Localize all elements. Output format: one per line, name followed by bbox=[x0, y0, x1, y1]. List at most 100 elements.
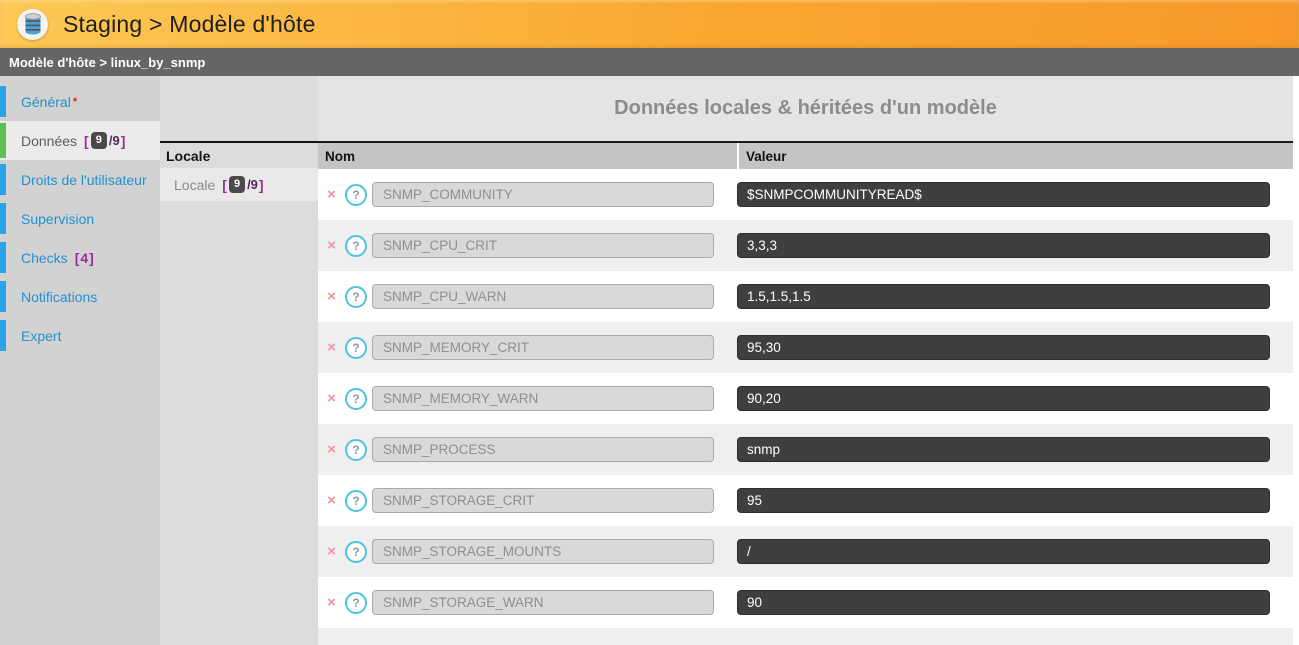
delete-icon[interactable]: × bbox=[327, 543, 336, 560]
delete-icon[interactable]: × bbox=[327, 390, 336, 407]
page-body: Général * Données [ 9 /9 ] Droits de l'ut… bbox=[0, 76, 1299, 645]
tab-accent-bar bbox=[0, 242, 6, 273]
count-group: [ 4 ] bbox=[75, 250, 94, 266]
macro-name-input[interactable] bbox=[372, 284, 714, 309]
help-icon[interactable]: ? bbox=[345, 387, 367, 410]
count-badge: 9 bbox=[228, 176, 246, 193]
sidebar-item-expert[interactable]: Expert bbox=[0, 316, 160, 355]
breadcrumb-text: Modèle d'hôte > linux_by_snmp bbox=[9, 54, 206, 70]
database-icon[interactable] bbox=[17, 8, 48, 40]
bracket-open: [ bbox=[222, 176, 227, 193]
page-title: Staging > Modèle d'hôte bbox=[63, 10, 316, 37]
macro-row: × ? bbox=[318, 475, 1293, 526]
macro-row: × ? bbox=[318, 169, 1293, 220]
bracket-close: ] bbox=[120, 132, 126, 149]
help-icon[interactable]: ? bbox=[345, 234, 367, 257]
app-header: Staging > Modèle d'hôte bbox=[0, 0, 1299, 48]
help-icon[interactable]: ? bbox=[345, 285, 367, 308]
locale-column-header: Locale bbox=[160, 141, 318, 168]
macro-value-input[interactable] bbox=[737, 284, 1270, 309]
sidebar-item-droits[interactable]: Droits de l'utilisateur bbox=[0, 160, 160, 199]
required-marker: * bbox=[72, 95, 78, 108]
sidebar: Général * Données [ 9 /9 ] Droits de l'ut… bbox=[0, 76, 160, 645]
macro-value-input[interactable] bbox=[737, 335, 1270, 360]
sidebar-item-label: Supervision bbox=[21, 210, 95, 227]
macro-name-input[interactable] bbox=[372, 539, 714, 564]
macro-row: × ? bbox=[318, 373, 1293, 424]
sidebar-item-label: Notifications bbox=[21, 288, 98, 305]
sidebar-item-general[interactable]: Général * bbox=[0, 82, 160, 121]
locale-panel: Locale Locale [ 9 /9 ] bbox=[160, 76, 318, 645]
bracket-close: ] bbox=[89, 249, 94, 266]
tab-accent-bar bbox=[0, 203, 6, 234]
help-icon[interactable]: ? bbox=[345, 183, 367, 206]
count-badge: 9 bbox=[90, 132, 107, 149]
help-icon[interactable]: ? bbox=[345, 336, 367, 359]
delete-icon[interactable]: × bbox=[327, 186, 336, 203]
count-total: /9 bbox=[108, 133, 120, 148]
macro-name-input[interactable] bbox=[372, 386, 714, 411]
delete-icon[interactable]: × bbox=[327, 288, 336, 305]
tab-accent-bar bbox=[0, 320, 6, 351]
help-icon[interactable]: ? bbox=[345, 540, 367, 563]
macro-row: × ? bbox=[318, 271, 1293, 322]
sidebar-item-checks[interactable]: Checks [ 4 ] bbox=[0, 238, 160, 277]
table-footer-band bbox=[318, 628, 1293, 645]
macro-row: × ? bbox=[318, 424, 1293, 475]
help-icon[interactable]: ? bbox=[345, 438, 367, 461]
macro-value-input[interactable] bbox=[737, 233, 1270, 258]
sidebar-item-label: Expert bbox=[21, 327, 62, 344]
bracket-open: [ bbox=[74, 249, 80, 266]
checks-count: 4 bbox=[80, 249, 89, 266]
count-total: /9 bbox=[247, 177, 258, 192]
column-header-nom: Nom bbox=[325, 148, 355, 164]
sidebar-item-notifications[interactable]: Notifications bbox=[0, 277, 160, 316]
tab-accent-bar bbox=[0, 123, 6, 158]
macro-value-input[interactable] bbox=[737, 182, 1270, 207]
delete-icon[interactable]: × bbox=[327, 339, 336, 356]
macro-name-input[interactable] bbox=[372, 488, 714, 513]
tab-accent-bar bbox=[0, 281, 6, 312]
help-icon[interactable]: ? bbox=[345, 591, 367, 614]
macro-name-input[interactable] bbox=[372, 233, 714, 258]
macro-value-input[interactable] bbox=[737, 437, 1270, 462]
section-title: Données locales & héritées d'un modèle bbox=[614, 97, 997, 119]
help-icon[interactable]: ? bbox=[345, 489, 367, 512]
delete-icon[interactable]: × bbox=[327, 441, 336, 458]
count-group: [ 9 /9 ] bbox=[222, 176, 264, 193]
delete-icon[interactable]: × bbox=[327, 237, 336, 254]
bracket-close: ] bbox=[258, 176, 264, 193]
macro-value-input[interactable] bbox=[737, 590, 1270, 615]
table-header: Nom Valeur bbox=[318, 143, 1293, 169]
delete-icon[interactable]: × bbox=[327, 594, 336, 611]
macro-name-input[interactable] bbox=[372, 182, 714, 207]
sidebar-item-label: Checks bbox=[21, 249, 68, 266]
sidebar-item-label: Général bbox=[21, 93, 71, 110]
macro-value-input[interactable] bbox=[737, 539, 1270, 564]
macro-row: × ? bbox=[318, 322, 1293, 373]
main-content: Données locales & héritées d'un modèle N… bbox=[318, 76, 1293, 645]
tab-accent-bar bbox=[0, 86, 6, 117]
macro-value-input[interactable] bbox=[737, 386, 1270, 411]
locale-group-item[interactable]: Locale [ 9 /9 ] bbox=[160, 168, 318, 201]
locale-item-label: Locale bbox=[174, 176, 216, 193]
macro-row: × ? bbox=[318, 526, 1293, 577]
bracket-open: [ bbox=[84, 132, 89, 149]
macro-name-input[interactable] bbox=[372, 437, 714, 462]
macro-name-input[interactable] bbox=[372, 335, 714, 360]
column-header-valeur: Valeur bbox=[737, 143, 1293, 169]
breadcrumb: Modèle d'hôte > linux_by_snmp bbox=[0, 48, 1299, 76]
count-group: [ 9 /9 ] bbox=[84, 132, 125, 149]
sidebar-item-label: Données bbox=[21, 132, 78, 149]
macro-row: × ? bbox=[318, 577, 1293, 628]
sidebar-item-supervision[interactable]: Supervision bbox=[0, 199, 160, 238]
macro-name-input[interactable] bbox=[372, 590, 714, 615]
database-icon-glyph bbox=[24, 12, 41, 34]
section-title-band: Données locales & héritées d'un modèle bbox=[318, 76, 1293, 143]
sidebar-item-label: Droits de l'utilisateur bbox=[21, 171, 147, 188]
delete-icon[interactable]: × bbox=[327, 492, 336, 509]
macro-value-input[interactable] bbox=[737, 488, 1270, 513]
sidebar-item-donnees[interactable]: Données [ 9 /9 ] bbox=[0, 121, 160, 160]
tab-accent-bar bbox=[0, 164, 6, 195]
